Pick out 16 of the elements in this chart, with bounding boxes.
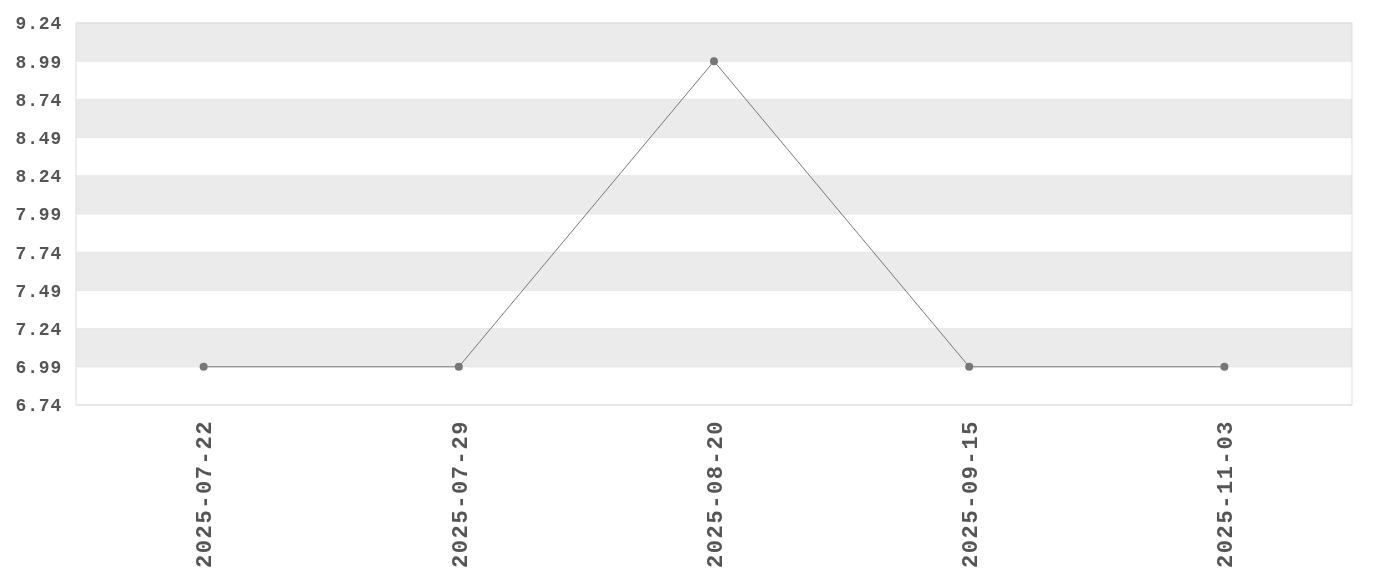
x-tick-label: 2025-08-20 [703, 420, 729, 569]
y-tick-label: 8.74 [15, 90, 62, 111]
x-tick-label: 2025-07-22 [193, 420, 219, 569]
y-tick-label: 9.24 [15, 14, 62, 35]
y-tick-label: 8.24 [15, 167, 62, 188]
y-tick-label: 7.24 [15, 319, 62, 340]
y-tick-label: 8.49 [15, 128, 62, 149]
y-tick-label: 6.99 [15, 358, 62, 379]
y-tick-label: 7.99 [15, 205, 62, 226]
y-tick-label: 7.74 [15, 243, 62, 264]
x-tick-label: 2025-09-15 [958, 420, 984, 569]
x-tick-label: 2025-07-29 [448, 420, 474, 569]
y-tick-label: 8.99 [15, 52, 62, 73]
y-tick-label: 6.74 [15, 396, 62, 417]
y-tick-label: 7.49 [15, 281, 62, 302]
x-tick-label: 2025-11-03 [1214, 420, 1240, 569]
